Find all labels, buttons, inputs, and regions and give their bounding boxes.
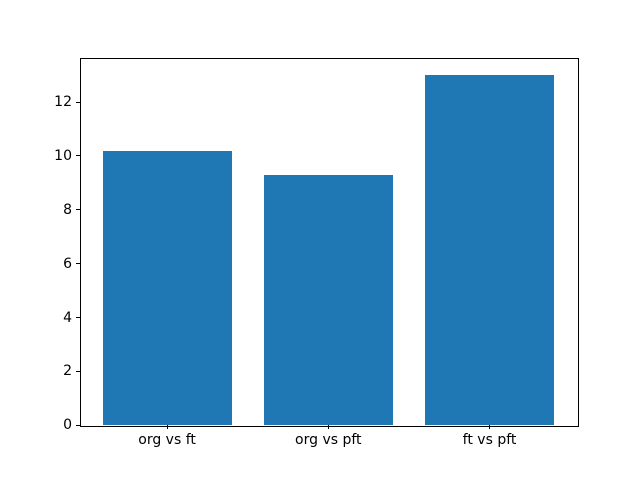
- y-tick-mark: [76, 155, 80, 157]
- y-tick-label: 10: [54, 147, 72, 164]
- y-tick-mark: [76, 370, 80, 372]
- y-tick-mark: [76, 101, 80, 103]
- x-tick-label: org vs ft: [138, 432, 196, 449]
- y-tick-mark: [76, 209, 80, 211]
- bar-ft-vs-pft: [425, 75, 555, 426]
- x-tick-label: org vs pft: [295, 432, 362, 449]
- y-tick-mark: [76, 424, 80, 426]
- y-tick-label: 12: [54, 94, 72, 111]
- y-tick-label: 8: [63, 201, 72, 218]
- x-tick-mark: [166, 425, 168, 430]
- y-tick-label: 6: [63, 255, 72, 272]
- bar-org-vs-ft: [102, 150, 232, 426]
- x-tick-mark: [327, 425, 329, 430]
- x-tick-mark: [489, 425, 491, 430]
- bar-org-vs-pft: [263, 174, 393, 426]
- y-tick-mark: [76, 263, 80, 265]
- y-tick-label: 2: [63, 363, 72, 380]
- y-tick-mark: [76, 317, 80, 319]
- y-tick-label: 4: [63, 309, 72, 326]
- x-tick-label: ft vs pft: [462, 432, 517, 449]
- y-tick-label: 0: [63, 417, 72, 434]
